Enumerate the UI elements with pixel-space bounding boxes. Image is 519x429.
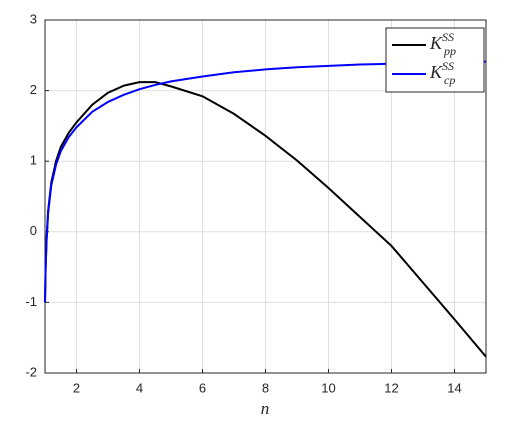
x-tick-label: 2: [73, 380, 80, 395]
legend-box: [385, 27, 485, 93]
x-tick-label: 14: [447, 380, 461, 395]
line-series: [44, 60, 487, 303]
y-tick-label: -2: [25, 364, 37, 379]
x-tick-label: 4: [136, 380, 143, 395]
y-tick-label: -1: [25, 294, 37, 309]
x-tick-label: 8: [262, 380, 269, 395]
legend-subscript: cp: [444, 73, 455, 87]
legend-name: K: [429, 62, 443, 82]
x-axis-label: n: [261, 399, 270, 418]
plot-frame: [44, 19, 487, 374]
y-tick-label: 2: [30, 82, 37, 97]
legend-superscript: SS: [442, 59, 454, 73]
y-tick-label: 3: [30, 11, 37, 26]
legend-entry: KSS pp: [429, 30, 456, 58]
x-tick-label: 12: [384, 380, 398, 395]
legend-superscript: SS: [442, 30, 454, 44]
legend-name: K: [429, 33, 443, 53]
y-tick-label: 0: [30, 223, 37, 238]
x-tick-label: 10: [321, 380, 335, 395]
y-tick-label: 1: [30, 153, 37, 168]
x-tick-label: 6: [199, 380, 206, 395]
legend-entry: KSS cp: [429, 59, 455, 87]
legend-subscript: pp: [443, 44, 456, 58]
